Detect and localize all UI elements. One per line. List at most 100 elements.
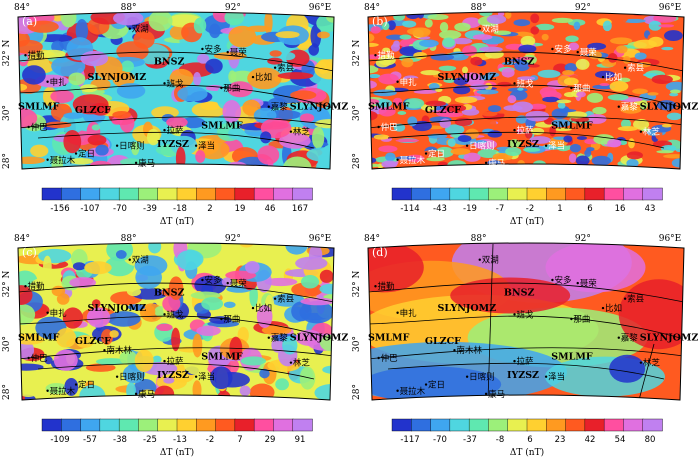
city-marker: [220, 317, 223, 321]
city-label: 林芝: [293, 358, 311, 369]
fault-label: SLYNJOMZ: [640, 333, 699, 344]
longitude-tick: 92°: [225, 3, 241, 13]
fault-label: BNSZ: [154, 287, 185, 298]
city-label: 日喀则: [469, 372, 495, 383]
city-label: 班戈: [167, 309, 185, 320]
city-marker: [374, 285, 377, 288]
city-label: 林芝: [293, 127, 311, 138]
fault-label: SLYNJOMZ: [640, 102, 699, 113]
city-label: 聂拉木: [50, 155, 76, 166]
city-marker: [74, 383, 78, 386]
city-label: 班戈: [167, 78, 185, 89]
city-marker: [194, 144, 198, 147]
latitude-tick: 30°: [2, 336, 12, 352]
fault-line: [18, 347, 334, 360]
city-label: 申扎: [50, 77, 68, 88]
colorbar-label: ΔT (nT): [160, 447, 194, 458]
city-label: 日喀则: [119, 141, 145, 152]
fault-label: SMLMF: [368, 102, 410, 113]
city-label: 泽当: [198, 372, 215, 383]
city-marker: [128, 258, 131, 261]
colorbar-tick: -117: [400, 435, 419, 445]
colorbar-tick: 6: [587, 204, 592, 214]
city-label: 定日: [428, 380, 445, 391]
city-marker: [623, 297, 627, 300]
map-panel-c: (c) 84° 88° 92° 96°E 32° N 30° 28° 双湖 安多 聂荣 索县 比如 申扎 班…: [0, 231, 350, 462]
fault-label: IYZSZ: [507, 139, 539, 150]
fault-label: BNSZ: [504, 56, 535, 67]
city-label: 聂拉木: [50, 386, 76, 397]
fault-label: SLYNJOMZ: [438, 72, 497, 83]
fault-label: SMLMF: [551, 120, 593, 131]
latitude-tick: 28°: [2, 153, 12, 169]
city-marker: [453, 349, 456, 352]
city-marker: [103, 349, 106, 352]
colorbar-tick: -13: [173, 435, 187, 445]
city-marker: [601, 306, 605, 310]
panel-label: (c): [22, 246, 37, 259]
city-marker: [201, 278, 204, 282]
city-marker: [201, 47, 204, 51]
panel-label: (b): [372, 15, 388, 28]
city-label: 措勤: [377, 50, 395, 61]
longitude-tick: 88°: [121, 3, 137, 13]
latitude-tick: 32° N: [352, 271, 362, 298]
longitude-tick: 96°E: [659, 234, 682, 244]
fault-label: BNSZ: [504, 287, 535, 298]
longitude-tick: 96°E: [309, 3, 332, 13]
city-marker: [623, 66, 627, 69]
fault-label: SMLMF: [551, 351, 593, 362]
map-frame: [17, 11, 335, 170]
fault-label: IYZSZ: [157, 139, 189, 150]
city-marker: [46, 311, 49, 314]
panel-label: (a): [22, 15, 37, 28]
city-label: 南木林: [106, 345, 132, 356]
city-marker: [128, 27, 131, 30]
city-label: 班戈: [517, 309, 535, 320]
city-marker: [484, 392, 488, 396]
city-marker: [424, 152, 428, 155]
city-marker: [396, 80, 399, 83]
longitude-tick: 84°: [364, 3, 380, 13]
colorbar-tick: -70: [113, 204, 127, 214]
colorbar-tick: -109: [50, 435, 69, 445]
city-label: 定日: [428, 149, 445, 160]
map-panel-b: (b) 84° 88° 92° 96°E 32° N 30° 28° 双湖 安多 聂荣 索县 比如 申扎 班…: [350, 0, 700, 231]
city-marker: [576, 281, 579, 285]
latitude-tick: 30°: [352, 105, 362, 121]
city-label: 比如: [605, 72, 622, 83]
city-marker: [46, 158, 49, 161]
fault-line: [368, 282, 684, 303]
city-marker: [639, 130, 643, 133]
city-label: 拉萨: [167, 356, 185, 367]
city-marker: [544, 144, 548, 147]
fault-line: [387, 362, 665, 380]
colorbar: [391, 187, 663, 201]
colorbar-tick: 29: [265, 435, 276, 445]
city-marker: [396, 389, 399, 392]
city-label: 聂荣: [230, 47, 248, 58]
city-label: 仲巴: [31, 353, 49, 364]
fault-label: SMLMF: [368, 333, 410, 344]
latitude-tick: 32° N: [2, 271, 12, 298]
city-label: 比如: [605, 303, 622, 314]
city-marker: [134, 392, 138, 396]
colorbar-tick: 43: [645, 204, 656, 214]
city-label: 双湖: [132, 25, 149, 35]
city-label: 嘉黎: [271, 333, 289, 344]
city-label: 聂拉木: [400, 155, 426, 166]
fault-label: GLZCF: [75, 336, 111, 347]
colorbar-tick: 2: [207, 204, 212, 214]
city-marker: [134, 161, 138, 165]
fault-line: [18, 84, 334, 109]
city-label: 安多: [554, 275, 572, 286]
city-label: 比如: [255, 303, 272, 314]
city-label: 拉萨: [517, 356, 535, 367]
colorbar-tick: 16: [615, 204, 626, 214]
city-label: 索县: [627, 294, 645, 305]
latitude-tick: 28°: [352, 153, 362, 169]
anomaly-field: [368, 243, 684, 400]
map-panel-d: (d) 84° 88° 92° 96°E 32° N 30° 28° 双湖 安多 聂荣 索县 比如 申扎 班…: [350, 231, 700, 462]
colorbar: [41, 187, 313, 201]
